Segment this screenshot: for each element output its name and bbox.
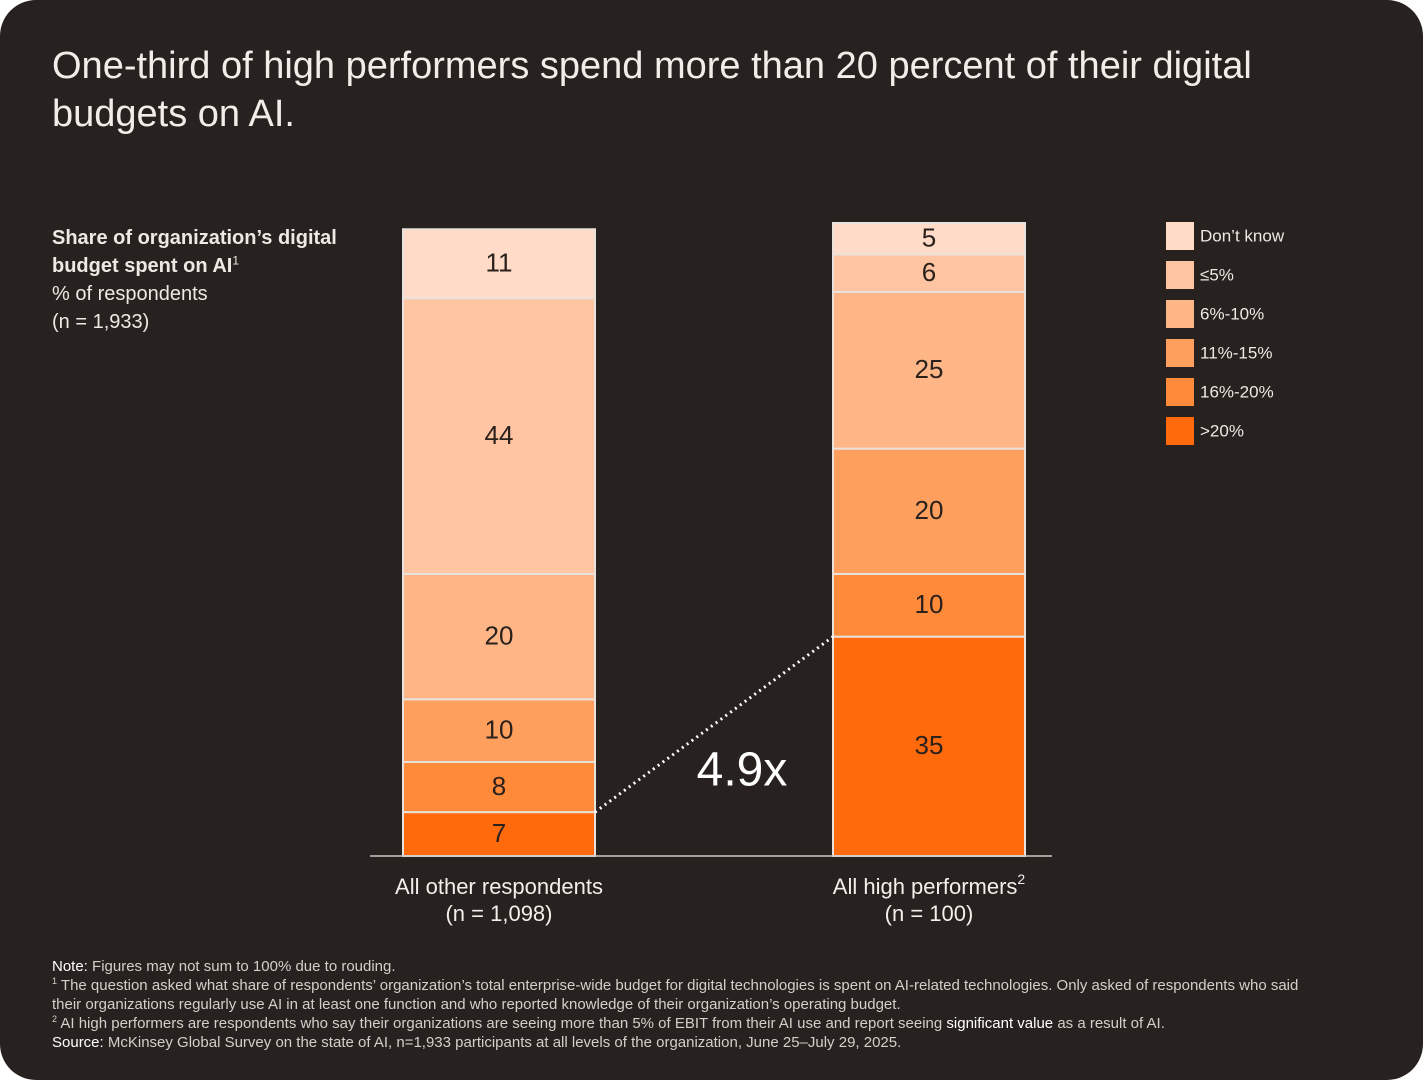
bar-segment (832, 222, 1026, 256)
legend-swatch (1166, 339, 1194, 367)
note-text: as a result of AI. (1057, 1015, 1165, 1032)
y-label-unit: % of respondents (52, 283, 208, 305)
legend-swatch (1166, 222, 1194, 250)
notes: Note: Figures may not sum to 100% due to… (52, 957, 1312, 1052)
value-label: 5 (922, 223, 936, 253)
annotation: 4.9x (697, 744, 788, 797)
value-label: 8 (492, 771, 506, 801)
note-text: AI high performers are respondents who s… (60, 1015, 943, 1032)
value-label: 11 (486, 248, 513, 278)
legend-swatch (1166, 261, 1194, 289)
x-tick-label: All other respondents (395, 874, 603, 899)
bar-segment (832, 635, 1026, 857)
value-label: 44 (485, 420, 514, 450)
bar-segment (402, 811, 596, 858)
legend-label: 11%-15% (1200, 343, 1272, 362)
category-name: All other respondents (395, 874, 603, 899)
bar-segment (402, 698, 596, 763)
footnote-marker: 1 (232, 253, 240, 268)
footnote-marker: 1 (52, 976, 58, 986)
value-label: 10 (915, 589, 944, 619)
footnote-marker: 2 (52, 1014, 58, 1024)
y-label-main: Share of organization’s digital budget s… (52, 227, 337, 277)
annotation-connector (594, 635, 834, 814)
y-label-n: (n = 1,933) (52, 311, 150, 333)
category-name: All high performers (833, 874, 1018, 899)
legend-swatch (1166, 378, 1194, 406)
note-emphasis: significant value (946, 1015, 1054, 1032)
note-text: McKinsey Global Survey on the state of A… (107, 1034, 902, 1051)
value-label: 10 (485, 715, 514, 745)
note: 1 The question asked what share of respo… (52, 976, 1312, 1014)
value-label: 20 (915, 495, 944, 525)
legend-label: 16%-20% (1200, 382, 1274, 401)
legend-label: Don’t know (1200, 226, 1285, 245)
note-label: Source: (52, 1034, 104, 1051)
note: Source: McKinsey Global Survey on the st… (52, 1033, 1312, 1052)
note-label: Note: (52, 958, 88, 975)
legend-swatch (1166, 300, 1194, 328)
bar-segment (832, 290, 1026, 450)
bar-segment (402, 760, 596, 814)
legend-swatch (1166, 417, 1194, 445)
bar-segment (832, 447, 1026, 575)
note-text: Figures may not sum to 100% due to roudi… (92, 958, 396, 975)
value-label: 7 (492, 818, 506, 848)
value-label: 20 (485, 621, 514, 651)
bar-segment (402, 572, 596, 701)
bar-segment (402, 228, 596, 300)
note: Note: Figures may not sum to 100% due to… (52, 957, 1312, 976)
bar-segment (402, 297, 596, 575)
note-text: The question asked what share of respond… (52, 977, 1299, 1013)
chart-title: One-third of high performers spend more … (52, 45, 1252, 135)
x-tick-label: All high performers2 (833, 871, 1026, 899)
category-note: (n = 1,098) (445, 901, 552, 926)
value-label: 35 (915, 730, 944, 760)
y-axis-label: Share of organization’s digital budget s… (52, 224, 372, 336)
legend-label: >20% (1200, 421, 1244, 440)
legend-label: ≤5% (1200, 265, 1234, 284)
category-note: (n = 100) (885, 901, 974, 926)
value-label: 6 (922, 257, 936, 287)
note: 2 AI high performers are respondents who… (52, 1014, 1312, 1033)
bar-segment (832, 572, 1026, 638)
value-label: 25 (915, 354, 944, 384)
legend-label: 6%-10% (1200, 304, 1264, 323)
footnote-marker: 2 (1017, 871, 1025, 887)
